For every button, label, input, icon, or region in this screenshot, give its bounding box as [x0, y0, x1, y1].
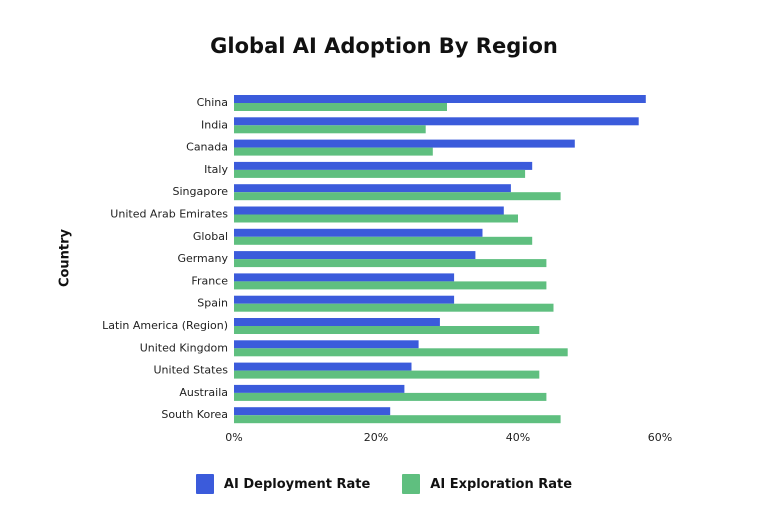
bar-deployment-france	[234, 273, 455, 282]
bar-deployment-united-arab-emirates	[234, 206, 504, 215]
category-label-singapore: Singapore	[173, 185, 229, 198]
category-label-united-arab-emirates: United Arab Emirates	[110, 208, 228, 221]
bar-deployment-united-states	[234, 362, 412, 371]
category-label-france: France	[191, 274, 228, 287]
bar-exploration-germany	[234, 259, 547, 268]
x-tick-label-40: 40%	[506, 431, 530, 444]
legend: AI Deployment Rate AI Exploration Rate	[0, 474, 768, 494]
bar-deployment-singapore	[234, 184, 511, 193]
bar-deployment-germany	[234, 251, 476, 260]
bar-exploration-singapore	[234, 192, 561, 201]
category-label-global: Global	[193, 230, 228, 243]
bar-deployment-austraila	[234, 384, 405, 393]
bar-exploration-india	[234, 125, 426, 134]
bar-exploration-united-arab-emirates	[234, 214, 518, 223]
category-label-italy: Italy	[204, 163, 228, 176]
category-label-united-kingdom: United Kingdom	[140, 341, 228, 354]
category-label-canada: Canada	[186, 141, 228, 154]
bar-exploration-canada	[234, 147, 433, 156]
x-tick-label-0: 0%	[225, 431, 242, 444]
bar-deployment-italy	[234, 161, 533, 170]
x-tick-label-60: 60%	[648, 431, 672, 444]
category-label-latin-america-region: Latin America (Region)	[102, 319, 228, 332]
legend-label-deployment: AI Deployment Rate	[223, 476, 371, 492]
bar-exploration-united-kingdom	[234, 348, 568, 357]
bar-exploration-latin-america-region	[234, 326, 540, 334]
legend-swatch-deployment	[195, 474, 214, 494]
category-label-austraila: Austraila	[179, 386, 228, 399]
bar-deployment-global	[234, 228, 483, 237]
bar-exploration-france	[234, 281, 547, 290]
bar-deployment-canada	[234, 139, 575, 148]
category-label-china: China	[197, 96, 228, 109]
bar-exploration-global	[234, 236, 533, 245]
x-tick-label-20: 20%	[364, 431, 388, 444]
bar-deployment-spain	[234, 295, 455, 304]
category-label-india: India	[201, 118, 228, 131]
category-label-germany: Germany	[177, 252, 228, 265]
category-label-united-states: United States	[154, 364, 229, 377]
bar-exploration-austraila	[234, 392, 547, 401]
legend-item-exploration: AI Exploration Rate	[402, 474, 572, 494]
bar-exploration-spain	[234, 303, 554, 312]
bar-deployment-united-kingdom	[234, 340, 419, 349]
category-label-south-korea: South Korea	[161, 408, 228, 421]
bar-exploration-italy	[234, 169, 526, 178]
legend-swatch-exploration	[402, 474, 421, 494]
bar-deployment-latin-america-region	[234, 318, 440, 326]
category-label-spain: Spain	[197, 297, 228, 310]
legend-item-deployment: AI Deployment Rate	[195, 474, 371, 494]
bar-exploration-south-korea	[234, 415, 561, 424]
bar-deployment-china	[234, 95, 646, 103]
chart-title: Global AI Adoption By Region	[210, 34, 558, 58]
bar-deployment-south-korea	[234, 407, 391, 416]
bar-exploration-china	[234, 103, 447, 111]
legend-label-exploration: AI Exploration Rate	[430, 476, 573, 492]
bar-exploration-united-states	[234, 370, 540, 379]
bar-deployment-india	[234, 117, 639, 126]
